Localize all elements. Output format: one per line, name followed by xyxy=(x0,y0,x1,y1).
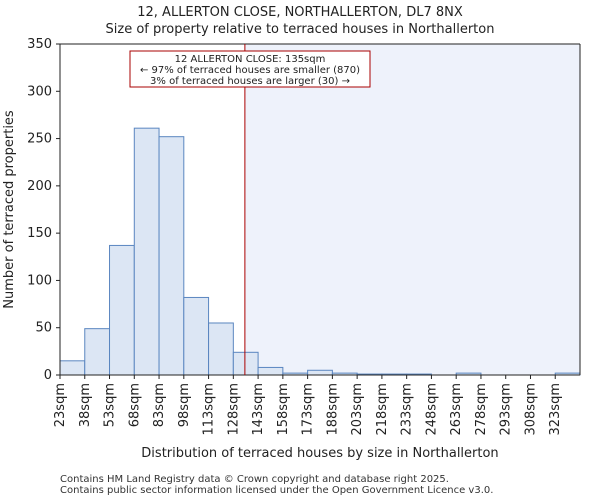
x-tick-label: 23sqm xyxy=(53,383,68,427)
bar xyxy=(109,244,135,376)
annotation-box xyxy=(129,50,371,88)
x-tick-label: 173sqm xyxy=(301,383,316,436)
x-tick-label: 53sqm xyxy=(103,383,118,427)
annotation-line-2: ← 97% of terraced houses are smaller (87… xyxy=(140,65,360,76)
x-tick-label: 323sqm xyxy=(548,383,563,436)
annotation-line-3: 3% of terraced houses are larger (30) → xyxy=(150,76,350,87)
x-tick-label: 248sqm xyxy=(424,383,439,436)
chart-title-line2: Size of property relative to terraced ho… xyxy=(105,22,495,37)
footer-line2: Contains public sector information licen… xyxy=(60,485,494,496)
bar xyxy=(84,328,111,376)
bar xyxy=(232,351,259,376)
x-tick-label: 143sqm xyxy=(251,383,266,436)
x-tick-label: 83sqm xyxy=(152,383,167,427)
y-tick-label: 250 xyxy=(27,132,52,147)
bar xyxy=(59,360,86,376)
x-tick-label: 203sqm xyxy=(350,383,365,436)
x-tick-label: 233sqm xyxy=(400,383,415,436)
bar xyxy=(158,136,185,376)
x-tick-label: 158sqm xyxy=(276,383,291,436)
x-tick-label: 218sqm xyxy=(375,383,390,436)
bar xyxy=(183,296,210,376)
x-tick-label: 68sqm xyxy=(127,383,142,427)
annotation-line-1: 12 ALLERTON CLOSE: 135sqm xyxy=(175,54,326,65)
x-tick-label: 293sqm xyxy=(499,383,514,436)
x-tick-label: 128sqm xyxy=(226,383,241,436)
x-tick-label: 263sqm xyxy=(449,383,464,436)
bar xyxy=(208,322,234,376)
y-tick-label: 200 xyxy=(27,179,52,194)
y-tick-label: 350 xyxy=(27,37,52,52)
x-tick-label: 188sqm xyxy=(325,383,340,436)
x-tick-label: 278sqm xyxy=(474,383,489,436)
x-tick-label: 98sqm xyxy=(177,383,192,427)
y-axis-label: Number of terraced properties xyxy=(2,110,17,309)
y-tick-label: 150 xyxy=(27,226,52,241)
y-tick-label: 100 xyxy=(27,273,52,288)
right-shade-region xyxy=(244,44,580,375)
x-tick-label: 38sqm xyxy=(78,383,93,427)
x-tick-label: 113sqm xyxy=(202,383,217,436)
y-tick-label: 0 xyxy=(44,368,52,383)
bar xyxy=(307,369,333,376)
chart-title-line1: 12, ALLERTON CLOSE, NORTHALLERTON, DL7 8… xyxy=(137,5,463,20)
x-axis-label: Distribution of terraced houses by size … xyxy=(141,446,498,461)
x-tick-label: 308sqm xyxy=(523,383,538,436)
footer-line1: Contains HM Land Registry data © Crown c… xyxy=(60,474,449,485)
y-tick-label: 50 xyxy=(35,321,52,336)
bar xyxy=(257,366,284,376)
y-tick-label: 300 xyxy=(27,84,52,99)
bar xyxy=(133,127,160,376)
